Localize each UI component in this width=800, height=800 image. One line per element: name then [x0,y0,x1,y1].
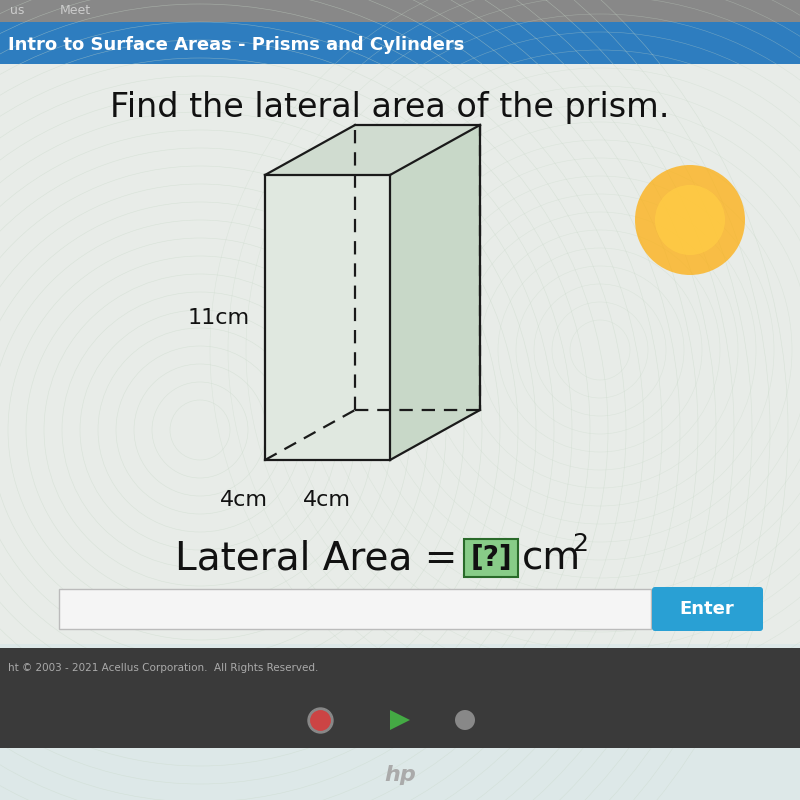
FancyBboxPatch shape [59,589,651,629]
Bar [0,0,800,22]
Text: ht © 2003 - 2021 Acellus Corporation.  All Rights Reserved.: ht © 2003 - 2021 Acellus Corporation. Al… [8,663,318,673]
FancyBboxPatch shape [464,539,518,577]
Text: Meet: Meet [60,5,91,18]
Text: 11cm: 11cm [188,308,250,328]
Circle shape [655,185,725,255]
Text: Intro to Surface Areas - Prisms and Cylinders: Intro to Surface Areas - Prisms and Cyli… [8,36,464,54]
Text: hp: hp [384,765,416,785]
Bar [0,64,800,644]
Text: [?]: [?] [470,544,512,572]
Text: Find the lateral area of the prism.: Find the lateral area of the prism. [110,91,670,125]
Text: us: us [10,5,24,18]
Bar [0,648,800,748]
Text: Lateral Area =: Lateral Area = [175,539,470,577]
Bar [0,22,800,64]
Polygon shape [265,125,480,175]
Circle shape [455,710,475,730]
FancyBboxPatch shape [652,587,763,631]
Text: 4cm: 4cm [220,490,268,510]
Polygon shape [390,710,410,730]
Polygon shape [265,175,390,460]
Text: 2: 2 [572,532,588,556]
Text: 4cm: 4cm [303,490,351,510]
Text: cm: cm [522,539,581,577]
Text: Enter: Enter [680,600,734,618]
Polygon shape [390,125,480,460]
Circle shape [635,165,745,275]
